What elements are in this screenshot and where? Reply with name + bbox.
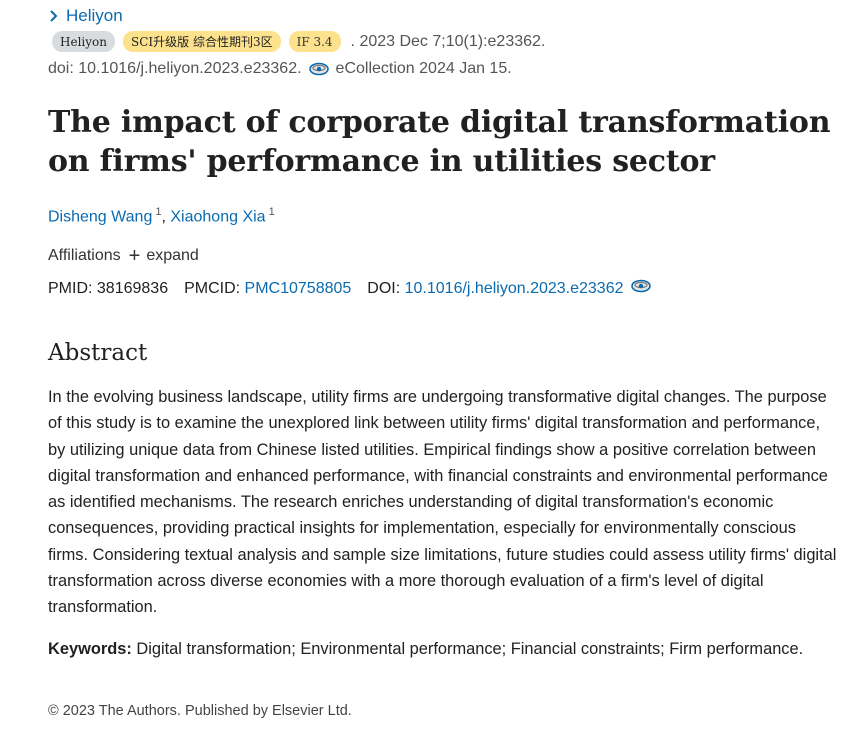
keywords: Keywords: Digital transformation; Enviro… [48, 636, 808, 662]
plus-icon: + [128, 245, 141, 267]
article-title: The impact of corporate digital transfor… [48, 105, 831, 179]
pmcid-link[interactable]: PMC10758805 [244, 280, 352, 297]
pmid-value: 38169836 [96, 280, 169, 297]
abstract-text: In the evolving business landscape, util… [48, 388, 837, 617]
doi-line: doi: 10.1016/j.heliyon.2023.e23362. eCol… [48, 60, 512, 78]
affiliations-label: Affiliations [48, 247, 121, 264]
journal-badge[interactable]: Heliyon [52, 31, 115, 52]
journal-level-badge[interactable]: SCI升级版 综合性期刊3区 [122, 31, 281, 52]
author-link[interactable]: Xiaohong Xia [170, 208, 266, 226]
author-affil-sup[interactable]: 1 [268, 206, 275, 218]
identifiers-row: PMID: 38169836 PMCID: PMC10758805 DOI: 1… [48, 278, 652, 298]
author-affil-sup[interactable]: 1 [155, 206, 162, 218]
affiliations-row: Affiliations + expand [48, 245, 199, 267]
doi-link[interactable]: 10.1016/j.heliyon.2023.e23362 [404, 280, 624, 297]
ecollection-eye-icon[interactable] [308, 61, 330, 77]
ecollection-eye-icon[interactable] [630, 278, 652, 294]
citation-date: . 2023 Dec 7;10(1):e23362. [350, 32, 546, 50]
citation-badges: Heliyon SCI升级版 综合性期刊3区 IF 3.4 . 2023 Dec… [52, 31, 840, 52]
affiliations-expand-button[interactable]: + expand [128, 245, 199, 267]
keywords-text: Digital transformation; Environmental pe… [136, 640, 804, 658]
journal-link-label: Heliyon [66, 6, 123, 25]
author-link[interactable]: Disheng Wang [48, 208, 153, 226]
author-separator: , [161, 208, 171, 226]
pmid-label: PMID: [48, 280, 93, 297]
abstract-heading: Abstract [48, 340, 148, 366]
keywords-label: Keywords: [48, 640, 132, 658]
copyright-notice: © 2023 The Authors. Published by Elsevie… [48, 703, 352, 719]
journal-link[interactable]: Heliyon [48, 6, 123, 26]
doi-label: DOI: [367, 280, 401, 297]
expand-label: expand [146, 247, 199, 264]
pmcid-label: PMCID: [184, 280, 241, 297]
impact-factor-badge[interactable]: IF 3.4 [288, 31, 341, 52]
chevron-right-icon [50, 10, 58, 22]
ecollection-text: eCollection 2024 Jan 15. [335, 60, 512, 77]
doi-text: doi: 10.1016/j.heliyon.2023.e23362. [48, 60, 302, 77]
author-list: Disheng Wang 1, Xiaohong Xia 1 [48, 206, 275, 226]
